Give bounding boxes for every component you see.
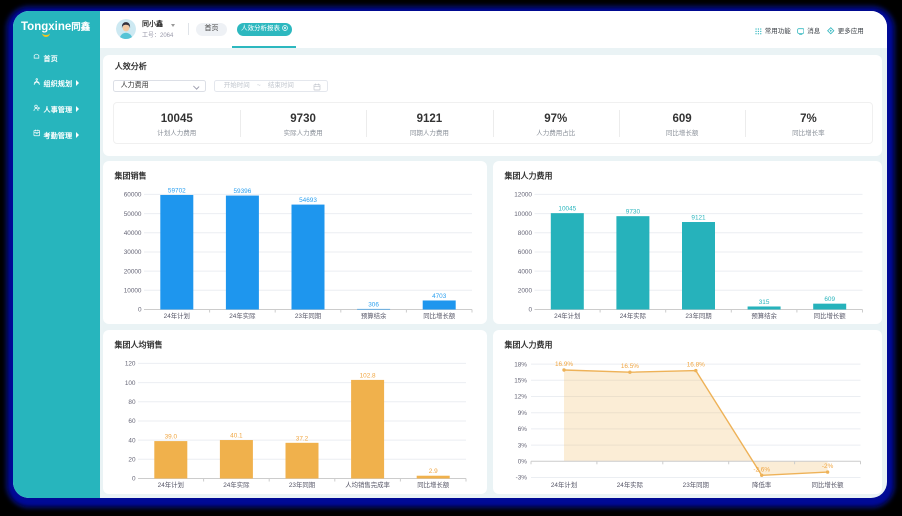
svg-text:2.9: 2.9	[429, 468, 438, 475]
svg-text:12000: 12000	[514, 192, 532, 199]
svg-text:2000: 2000	[518, 288, 533, 295]
svg-text:-3%: -3%	[516, 475, 528, 482]
svg-text:24年计划: 24年计划	[158, 480, 184, 489]
svg-text:59702: 59702	[168, 188, 186, 195]
svg-text:24年实际: 24年实际	[223, 480, 250, 489]
svg-text:50000: 50000	[124, 211, 142, 218]
svg-text:16.5%: 16.5%	[621, 363, 639, 370]
svg-text:集团人力费用: 集团人力费用	[504, 171, 553, 181]
svg-text:预算结余: 预算结余	[751, 311, 777, 320]
svg-text:24年实际: 24年实际	[617, 480, 644, 489]
svg-text:39.0: 39.0	[165, 434, 178, 441]
svg-text:40.1: 40.1	[230, 433, 243, 440]
svg-text:15%: 15%	[514, 378, 527, 385]
svg-text:3%: 3%	[518, 442, 528, 449]
svg-text:80: 80	[128, 399, 136, 406]
svg-text:人均销售完成率: 人均销售完成率	[345, 480, 390, 489]
svg-text:20: 20	[128, 457, 136, 464]
svg-text:40: 40	[128, 437, 136, 444]
svg-text:30000: 30000	[124, 249, 142, 256]
svg-text:同比增长额: 同比增长额	[812, 480, 845, 489]
svg-text:306: 306	[368, 301, 379, 308]
svg-text:102.8: 102.8	[360, 372, 376, 379]
svg-text:0: 0	[132, 476, 136, 483]
svg-text:23年同期: 23年同期	[289, 480, 315, 489]
svg-text:同比增长额: 同比增长额	[814, 311, 847, 320]
svg-text:9121: 9121	[691, 215, 706, 222]
svg-text:24年计划: 24年计划	[164, 311, 190, 320]
svg-text:100: 100	[125, 380, 136, 387]
svg-text:9%: 9%	[518, 410, 528, 417]
svg-text:16.8%: 16.8%	[687, 362, 705, 369]
svg-text:0: 0	[528, 307, 532, 314]
svg-text:60000: 60000	[124, 192, 142, 199]
svg-text:24年计划: 24年计划	[551, 480, 577, 489]
svg-text:609: 609	[824, 296, 835, 303]
svg-text:20000: 20000	[124, 268, 142, 275]
svg-text:8000: 8000	[518, 230, 533, 237]
svg-text:6%: 6%	[518, 426, 528, 433]
svg-text:集团销售: 集团销售	[114, 171, 147, 181]
svg-text:4703: 4703	[432, 293, 447, 300]
svg-text:12%: 12%	[514, 394, 527, 401]
svg-text:10000: 10000	[514, 211, 532, 218]
svg-text:集团人力费用: 集团人力费用	[504, 340, 553, 350]
svg-text:-2%: -2%	[822, 463, 834, 470]
svg-text:0: 0	[138, 307, 142, 314]
svg-text:降低率: 降低率	[752, 480, 772, 489]
svg-text:40000: 40000	[124, 230, 142, 237]
svg-text:60: 60	[128, 418, 136, 425]
svg-text:37.2: 37.2	[296, 435, 309, 442]
svg-text:6000: 6000	[518, 249, 533, 256]
svg-text:16.9%: 16.9%	[555, 361, 573, 368]
svg-text:59396: 59396	[234, 188, 252, 195]
svg-text:23年同期: 23年同期	[295, 311, 321, 320]
svg-text:0%: 0%	[518, 459, 528, 466]
svg-text:24年计划: 24年计划	[554, 311, 580, 320]
svg-text:10000: 10000	[124, 288, 142, 295]
svg-text:315: 315	[759, 299, 770, 306]
svg-text:18%: 18%	[514, 361, 527, 368]
svg-text:同比增长额: 同比增长额	[417, 480, 450, 489]
svg-text:-2.6%: -2.6%	[753, 466, 770, 473]
svg-text:23年同期: 23年同期	[685, 311, 711, 320]
svg-text:集团人均销售: 集团人均销售	[114, 340, 163, 350]
svg-text:24年实际: 24年实际	[620, 311, 647, 320]
svg-text:24年实际: 24年实际	[229, 311, 256, 320]
svg-text:23年同期: 23年同期	[683, 480, 709, 489]
svg-text:10045: 10045	[558, 206, 576, 213]
svg-text:同比增长额: 同比增长额	[423, 311, 456, 320]
svg-text:120: 120	[125, 361, 136, 368]
svg-text:4000: 4000	[518, 268, 533, 275]
svg-text:9730: 9730	[626, 209, 641, 216]
svg-text:预算结余: 预算结余	[361, 311, 387, 320]
svg-text:54693: 54693	[299, 197, 317, 204]
